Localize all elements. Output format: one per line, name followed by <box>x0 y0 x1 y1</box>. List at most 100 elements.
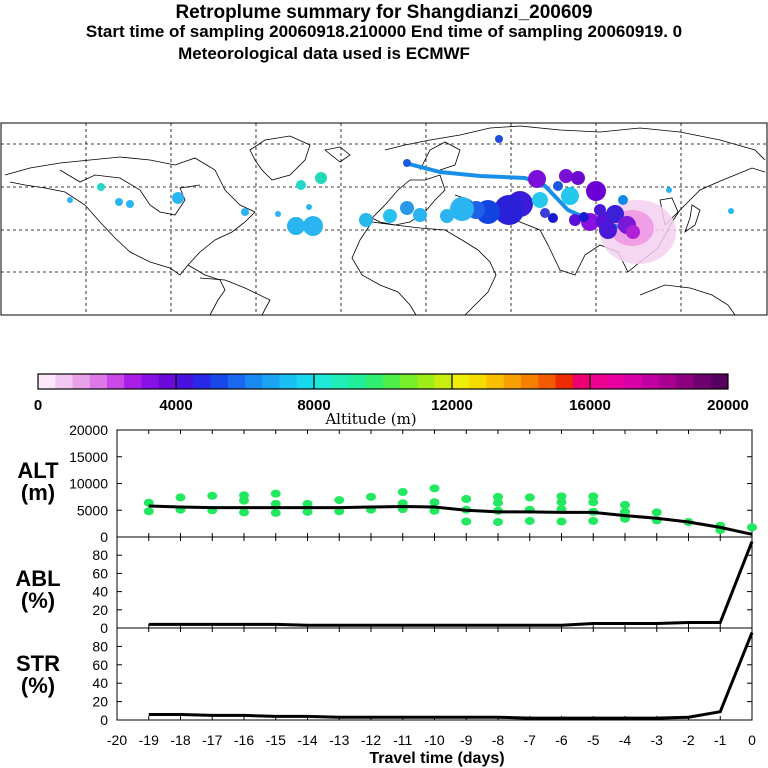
cluster-point <box>461 495 472 504</box>
str-panel-unit: (%) <box>21 673 55 698</box>
cluster-point <box>588 498 599 507</box>
cluster-point <box>270 499 281 508</box>
colorbar-segment <box>607 374 625 389</box>
colorbar-segment <box>365 374 384 389</box>
cluster-point <box>334 507 345 516</box>
y-tick-label: 80 <box>92 547 108 563</box>
abl-series-line <box>148 541 754 627</box>
cluster-point <box>493 492 503 501</box>
y-tick-label: 0 <box>100 529 108 545</box>
y-tick-label: 5000 <box>77 502 108 518</box>
y-tick-label: 40 <box>92 584 108 600</box>
colorbar-segment <box>452 374 470 389</box>
sampling-times: Start time of sampling 20060918.210000 E… <box>85 22 683 41</box>
alt-series-line <box>148 504 753 536</box>
y-tick-label: 20 <box>92 602 108 618</box>
colorbar-segment <box>400 374 418 389</box>
colorbar-segment <box>641 374 660 389</box>
abl-panel-frame <box>116 536 753 629</box>
x-tick-label: -5 <box>587 732 600 748</box>
abl-panel-unit: (%) <box>21 588 55 613</box>
plume-overlay <box>67 135 734 264</box>
colorbar-segment <box>417 374 436 389</box>
alt-panel-unit: (m) <box>21 480 55 505</box>
y-tick-label: 80 <box>92 638 108 654</box>
colorbar-tick-label: 0 <box>34 397 42 414</box>
altitude-colorbar: 0 4000 8000 12000 16000 20000 <box>34 373 749 414</box>
colorbar-segment <box>659 374 677 389</box>
cluster-point <box>556 492 567 501</box>
x-tick-label: -12 <box>361 732 381 748</box>
colorbar-segment <box>676 374 694 389</box>
cluster-point <box>524 516 535 525</box>
x-tick-label: -9 <box>460 732 473 748</box>
colorbar-segment <box>348 374 367 389</box>
cluster-point <box>493 518 503 527</box>
colorbar-segment <box>89 374 108 389</box>
colorbar-segment <box>262 374 280 389</box>
met-data-label: Meteorological data used is ECMWF <box>178 44 470 63</box>
y-tick-label: 20 <box>92 694 108 710</box>
colorbar-frame <box>37 373 729 390</box>
cluster-point <box>302 499 313 508</box>
colorbar-segment <box>72 374 91 389</box>
y-tick-label: 15000 <box>69 449 108 465</box>
colorbar-segment <box>296 374 315 389</box>
colorbar-segment <box>124 374 142 389</box>
str-panel-label: STR <box>16 651 60 676</box>
colorbar-tick-label: 12000 <box>431 397 473 414</box>
colorbar-segment <box>624 374 643 389</box>
cluster-point <box>239 491 249 500</box>
x-tick-label: -6 <box>555 732 568 748</box>
x-tick-label: -15 <box>266 732 286 748</box>
x-tick-label: -17 <box>202 732 222 748</box>
str-series-line <box>148 632 754 720</box>
colorbar-segment <box>710 374 729 389</box>
colorbar-segment <box>227 374 246 389</box>
colorbar-segment <box>158 374 177 389</box>
x-tick-label: -16 <box>234 732 254 748</box>
colorbar-segment <box>538 374 556 389</box>
cluster-point <box>651 508 662 517</box>
colorbar-tick-label: 16000 <box>569 397 611 414</box>
colorbar-segment <box>469 374 487 389</box>
cluster-point <box>366 492 376 501</box>
x-tick-label: 0 <box>748 732 756 748</box>
alt-panel-label: ALT <box>17 458 59 483</box>
colorbar-segment <box>590 374 608 389</box>
colorbar-segment <box>521 374 539 389</box>
chart-title: Retroplume summary for Shangdianzi_20060… <box>175 2 593 23</box>
colorbar-tick-label: 20000 <box>707 397 749 414</box>
cluster-point <box>334 496 345 505</box>
map-panel <box>0 122 768 316</box>
cluster-point <box>556 517 567 526</box>
x-tick-label: -20 <box>107 732 127 748</box>
cluster-point <box>302 507 313 516</box>
colorbar-label: Altitude (m) <box>324 410 416 428</box>
cluster-point <box>461 517 472 526</box>
cluster-point <box>143 507 154 516</box>
x-tick-label: -8 <box>492 732 505 748</box>
cluster-point <box>524 493 535 502</box>
colorbar-segment <box>555 374 574 389</box>
x-tick-label: -10 <box>424 732 444 748</box>
y-tick-label: 10000 <box>69 476 108 492</box>
y-tick-label: 60 <box>92 565 108 581</box>
colorbar-tick-label: 8000 <box>297 397 330 414</box>
cluster-point <box>270 508 281 517</box>
abl-panel-label: ABL <box>15 566 60 591</box>
colorbar-segment <box>383 374 401 389</box>
colorbar-segment <box>314 374 332 389</box>
colorbar-segment <box>693 374 712 389</box>
y-tick-label: 40 <box>92 675 108 691</box>
cluster-point <box>397 488 408 497</box>
x-tick-label: -1 <box>714 732 727 748</box>
colorbar-segment <box>503 374 522 389</box>
x-tick-label: -3 <box>651 732 664 748</box>
colorbar-segment <box>279 374 298 389</box>
colorbar-segment <box>331 374 349 389</box>
x-tick-label: -11 <box>393 732 412 748</box>
colorbar-segment <box>193 374 211 389</box>
colorbar-segment <box>176 374 194 389</box>
colorbar-segment <box>38 374 56 389</box>
